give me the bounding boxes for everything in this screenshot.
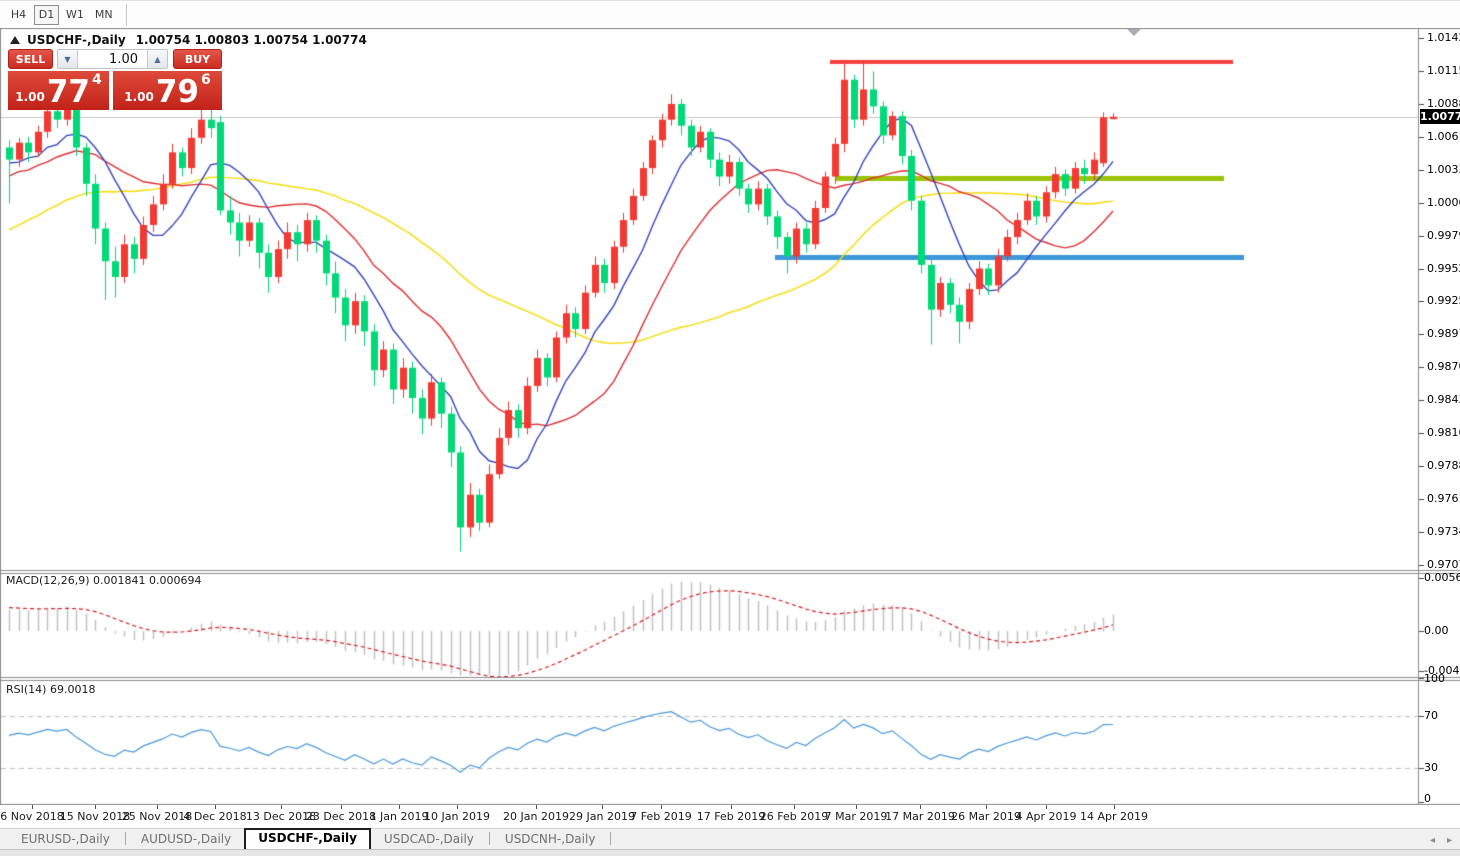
period-button-d1[interactable]: D1 (34, 4, 59, 25)
date-tickmark (731, 805, 732, 809)
chart-window: USDCHF-,Daily 1.00754 1.00803 1.00754 1.… (0, 28, 1460, 805)
chart-shift-marker-icon (1127, 29, 1141, 36)
date-tick-label: 7 Mar 2019 (824, 810, 888, 823)
tab-separator (610, 832, 612, 845)
macd-indicator-label: MACD(12,26,9) 0.001841 0.000694 (6, 574, 202, 587)
date-tick-label: 23 Dec 2018 (305, 810, 377, 823)
rsi-indicator-label: RSI(14) 69.0018 (6, 683, 96, 696)
date-tickmark (1046, 805, 1047, 809)
sell-price-point: 4 (92, 72, 102, 88)
date-tickmark (95, 805, 96, 809)
date-tickmark (856, 805, 857, 809)
date-tickmark (986, 805, 987, 809)
date-tick-label: 4 Dec 2018 (183, 810, 247, 823)
buy-price-prefix: 1.00 (124, 90, 154, 104)
volume-field[interactable]: 1.00 (78, 50, 147, 68)
chart-symbol-label: USDCHF-,Daily (27, 33, 126, 47)
timeframe-toolbar: H4 D1 W1 MN (0, 0, 1460, 28)
date-tick-label: 1 Jan 2019 (369, 810, 429, 823)
date-tick-label: 17 Feb 2019 (696, 810, 766, 823)
date-tick-label: 15 Nov 2018 (59, 810, 131, 823)
date-tickmark (341, 805, 342, 809)
volume-increase-button[interactable]: ▲ (147, 50, 167, 68)
chart-tab-usdcad[interactable]: USDCAD-,Daily (383, 832, 474, 846)
date-tick-label: 7 Feb 2019 (630, 810, 692, 823)
date-tick-label: 26 Feb 2019 (759, 810, 829, 823)
date-tick-label: 14 Apr 2019 (1079, 810, 1149, 823)
date-tickmark (399, 805, 400, 809)
date-tick-label: 17 Mar 2019 (885, 810, 955, 823)
chart-tab-usdchf[interactable]: USDCHF-,Daily (244, 828, 371, 849)
buy-price-pips: 79 (155, 74, 199, 110)
volume-spinner: ▼ 1.00 ▲ (57, 49, 168, 69)
chart-tab-audusd[interactable]: AUDUSD-,Daily (140, 832, 232, 846)
tab-scroll-left-icon[interactable]: ◂ (1429, 835, 1435, 846)
period-button-h4[interactable]: H4 (10, 7, 27, 21)
volume-decrease-button[interactable]: ▼ (58, 50, 78, 68)
date-tickmark (920, 805, 921, 809)
buy-price-point: 6 (201, 72, 211, 88)
date-tick-label: 6 Nov 2018 (0, 810, 64, 823)
date-tickmark (32, 805, 33, 809)
date-tick-label: 13 Dec 2018 (245, 810, 317, 823)
sell-button[interactable]: SELL (8, 49, 53, 69)
date-tick-label: 26 Mar 2019 (951, 810, 1021, 823)
period-button-w1[interactable]: W1 (66, 7, 84, 21)
date-tick-label: 20 Jan 2019 (503, 810, 569, 823)
tab-separator (124, 832, 126, 845)
date-tickmark (1114, 805, 1115, 809)
sell-price-pips: 77 (46, 74, 90, 110)
date-tickmark (794, 805, 795, 809)
sell-price-prefix: 1.00 (15, 90, 45, 104)
tab-scroll-controls: ◂ ▸ (1430, 835, 1460, 849)
tab-separator (488, 832, 490, 845)
date-tick-label: 25 Nov 2018 (121, 810, 193, 823)
date-tickmark (157, 805, 158, 809)
date-tick-label: 10 Jan 2019 (424, 810, 490, 823)
date-tick-label: 29 Jan 2019 (569, 810, 635, 823)
date-tick-label: 4 Apr 2019 (1015, 810, 1077, 823)
price-chart-canvas[interactable] (0, 28, 1460, 805)
toolbar-separator (125, 3, 127, 26)
sell-quote-box[interactable]: 1.00 77 4 (8, 71, 109, 110)
date-tickmark (215, 805, 216, 809)
expand-triangle-icon (10, 36, 20, 44)
date-tickmark (661, 805, 662, 809)
date-tickmark (536, 805, 537, 809)
period-button-mn[interactable]: MN (94, 7, 113, 21)
chart-tab-usdcnh[interactable]: USDCNH-,Daily (504, 832, 596, 846)
date-tickmark (602, 805, 603, 809)
chart-tab-bar: EURUSD-,Daily AUDUSD-,Daily USDCHF-,Daily U… (0, 828, 1460, 849)
date-tickmark (281, 805, 282, 809)
buy-quote-box[interactable]: 1.00 79 6 (113, 71, 222, 110)
chart-ohlc-values: 1.00754 1.00803 1.00754 1.00774 (135, 33, 367, 47)
chart-title: USDCHF-,Daily 1.00754 1.00803 1.00754 1.… (10, 33, 367, 47)
time-axis[interactable]: 6 Nov 2018 15 Nov 2018 25 Nov 2018 4 Dec 20… (0, 805, 1460, 826)
tab-scroll-right-icon[interactable]: ▸ (1446, 835, 1452, 846)
chart-tab-eurusd[interactable]: EURUSD-,Daily (21, 832, 110, 846)
window-bottom-edge (0, 849, 1460, 856)
buy-button[interactable]: BUY (173, 49, 222, 69)
date-tickmark (457, 805, 458, 809)
one-click-trade-panel: SELL ▼ 1.00 ▲ BUY 1.00 77 4 1.00 79 6 (8, 49, 222, 110)
